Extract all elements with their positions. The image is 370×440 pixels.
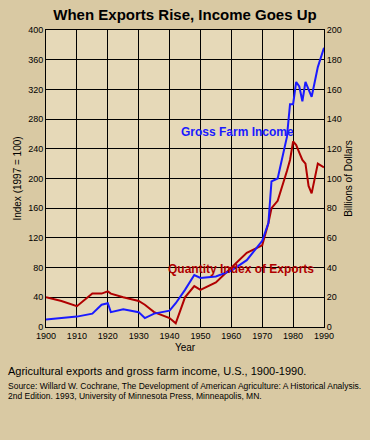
svg-text:180: 180 xyxy=(327,55,342,65)
svg-text:140: 140 xyxy=(327,114,342,124)
svg-text:Year: Year xyxy=(175,342,196,353)
svg-text:80: 80 xyxy=(33,263,43,273)
svg-text:When Exports Rise, Income Goes: When Exports Rise, Income Goes Up xyxy=(53,6,316,23)
svg-text:360: 360 xyxy=(28,55,43,65)
svg-text:160: 160 xyxy=(327,85,342,95)
svg-text:80: 80 xyxy=(327,203,337,213)
svg-text:40: 40 xyxy=(33,292,43,302)
svg-text:100: 100 xyxy=(327,174,342,184)
svg-text:1900: 1900 xyxy=(36,331,56,341)
svg-text:120: 120 xyxy=(28,233,43,243)
svg-text:Billions of Dollars: Billions of Dollars xyxy=(343,140,354,217)
svg-text:0: 0 xyxy=(327,322,332,332)
svg-text:Index (1997 = 100): Index (1997 = 100) xyxy=(12,136,23,220)
svg-text:120: 120 xyxy=(327,144,342,154)
svg-text:320: 320 xyxy=(28,85,43,95)
svg-text:1920: 1920 xyxy=(98,331,118,341)
svg-text:200: 200 xyxy=(327,25,342,35)
svg-text:160: 160 xyxy=(28,203,43,213)
svg-text:1980: 1980 xyxy=(283,331,303,341)
svg-text:Quantity Index of Exports: Quantity Index of Exports xyxy=(168,262,314,276)
svg-text:1940: 1940 xyxy=(160,331,180,341)
svg-text:400: 400 xyxy=(28,25,43,35)
svg-text:200: 200 xyxy=(28,174,43,184)
svg-text:280: 280 xyxy=(28,114,43,124)
svg-text:40: 40 xyxy=(327,263,337,273)
svg-text:1970: 1970 xyxy=(252,331,272,341)
html-text:Agricultural exports and gross: Agricultural exports and gross farm inco… xyxy=(8,365,307,377)
svg-text:60: 60 xyxy=(327,233,337,243)
svg-text:1960: 1960 xyxy=(221,331,241,341)
svg-text:20: 20 xyxy=(327,292,337,302)
html-text:Source: Willard W. Cochrane, T: Source: Willard W. Cochrane, The Develop… xyxy=(8,380,362,402)
svg-text:0: 0 xyxy=(38,322,43,332)
svg-text:1930: 1930 xyxy=(129,331,149,341)
svg-text:1950: 1950 xyxy=(190,331,210,341)
svg-text:240: 240 xyxy=(28,144,43,154)
svg-text:1990: 1990 xyxy=(314,331,334,341)
svg-text:Gross Farm Income: Gross Farm Income xyxy=(181,125,294,139)
svg-text:1910: 1910 xyxy=(67,331,87,341)
